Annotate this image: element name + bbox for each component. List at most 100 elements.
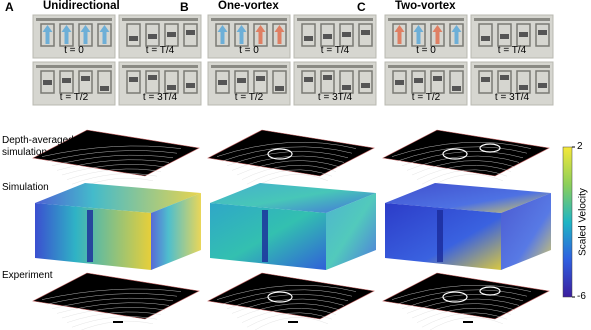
cilium-chamber bbox=[78, 23, 93, 47]
frame-label: t = 3T/4 bbox=[494, 92, 530, 103]
cilium-chamber bbox=[40, 70, 55, 94]
cilium-chamber bbox=[183, 23, 198, 47]
block-top bbox=[385, 183, 551, 213]
channel bbox=[36, 18, 112, 21]
arrow bbox=[80, 25, 91, 44]
vortex bbox=[442, 148, 468, 160]
streamline bbox=[416, 164, 512, 180]
colorbar-label: Scaled Velocity bbox=[577, 188, 589, 256]
wall bbox=[437, 210, 443, 262]
channel bbox=[388, 18, 464, 21]
streamline bbox=[401, 151, 524, 167]
cilium-chamber bbox=[339, 23, 354, 47]
streamline bbox=[51, 154, 174, 167]
cilium bbox=[81, 76, 90, 81]
streamline bbox=[71, 173, 158, 185]
cilium-chamber bbox=[215, 70, 230, 94]
channel bbox=[388, 65, 464, 68]
frame-label: t = T/2 bbox=[411, 92, 441, 103]
experiment-sheet bbox=[382, 272, 550, 320]
arrow bbox=[236, 25, 247, 44]
cilium-chamber bbox=[78, 70, 93, 94]
cilium-chamber bbox=[392, 23, 407, 47]
cilium bbox=[275, 86, 284, 91]
cilium-chamber bbox=[183, 70, 198, 94]
arrow bbox=[394, 25, 405, 44]
channel bbox=[211, 18, 287, 21]
streamline bbox=[226, 151, 349, 167]
streamline bbox=[231, 155, 345, 171]
cilium-chamber bbox=[535, 23, 550, 47]
streamline bbox=[236, 160, 341, 176]
cilium bbox=[186, 83, 195, 88]
frame-label: t = T/2 bbox=[59, 92, 89, 103]
cilium bbox=[148, 75, 157, 80]
cilium bbox=[481, 36, 490, 41]
streamline bbox=[421, 169, 508, 185]
cilium-chamber bbox=[430, 23, 445, 47]
cilium-chamber bbox=[430, 70, 445, 94]
cilium-chamber bbox=[253, 70, 268, 94]
cilium-chamber bbox=[497, 23, 512, 47]
depth-averaged-sheet bbox=[32, 129, 200, 177]
streamline bbox=[71, 316, 158, 328]
arrow bbox=[274, 25, 285, 44]
cilium-chamber bbox=[411, 23, 426, 47]
cilium-chamber bbox=[320, 70, 335, 94]
cilium-chamber bbox=[253, 23, 268, 47]
streamline bbox=[396, 146, 528, 162]
channel bbox=[211, 65, 287, 68]
channel bbox=[297, 18, 373, 21]
streamline bbox=[66, 311, 162, 323]
cilium-chamber bbox=[234, 70, 249, 94]
cilium bbox=[519, 85, 528, 90]
cilium bbox=[186, 30, 195, 35]
cilium bbox=[43, 80, 52, 85]
frame-label: t = 0 bbox=[416, 45, 436, 56]
cilium bbox=[237, 78, 246, 83]
streamline bbox=[41, 145, 182, 157]
arrow bbox=[99, 25, 110, 44]
cilium-chamber bbox=[145, 23, 160, 47]
panel-letter: A bbox=[5, 0, 14, 14]
panel-title: One-vortex bbox=[218, 0, 279, 12]
streamline bbox=[236, 303, 341, 319]
streamline bbox=[216, 284, 357, 300]
cilium bbox=[538, 30, 547, 35]
arrow bbox=[451, 25, 462, 44]
streamline bbox=[56, 159, 170, 171]
colorbar-tick-label: 2 bbox=[577, 141, 583, 152]
cilium bbox=[100, 86, 109, 91]
cilium-chamber bbox=[40, 23, 55, 47]
streamline bbox=[231, 298, 345, 314]
cilium-chamber bbox=[59, 23, 74, 47]
cilium-chamber bbox=[449, 23, 464, 47]
arrow bbox=[432, 25, 443, 44]
cilium-chamber bbox=[301, 70, 316, 94]
arrow bbox=[255, 25, 266, 44]
experiment-sheet bbox=[207, 272, 375, 320]
cilium-chamber bbox=[59, 70, 74, 94]
cilium bbox=[481, 77, 490, 82]
streamline bbox=[241, 164, 337, 180]
cilium bbox=[414, 78, 423, 83]
colorbar-tick-label: -6 bbox=[577, 291, 586, 302]
block-top bbox=[210, 183, 376, 213]
frame-label: t = T/4 bbox=[497, 45, 527, 56]
streamline bbox=[391, 141, 532, 157]
cilium bbox=[167, 85, 176, 90]
cilium-chamber bbox=[358, 70, 373, 94]
frame-label: t = 0 bbox=[64, 45, 84, 56]
streamline bbox=[241, 307, 337, 323]
cilium-chamber bbox=[478, 70, 493, 94]
streamline bbox=[406, 298, 520, 314]
wall bbox=[262, 210, 268, 262]
streamline bbox=[406, 155, 520, 171]
channel bbox=[122, 18, 198, 21]
cilium-chamber bbox=[411, 70, 426, 94]
cilium bbox=[538, 83, 547, 88]
cilium bbox=[129, 36, 138, 41]
vortex bbox=[267, 291, 293, 303]
